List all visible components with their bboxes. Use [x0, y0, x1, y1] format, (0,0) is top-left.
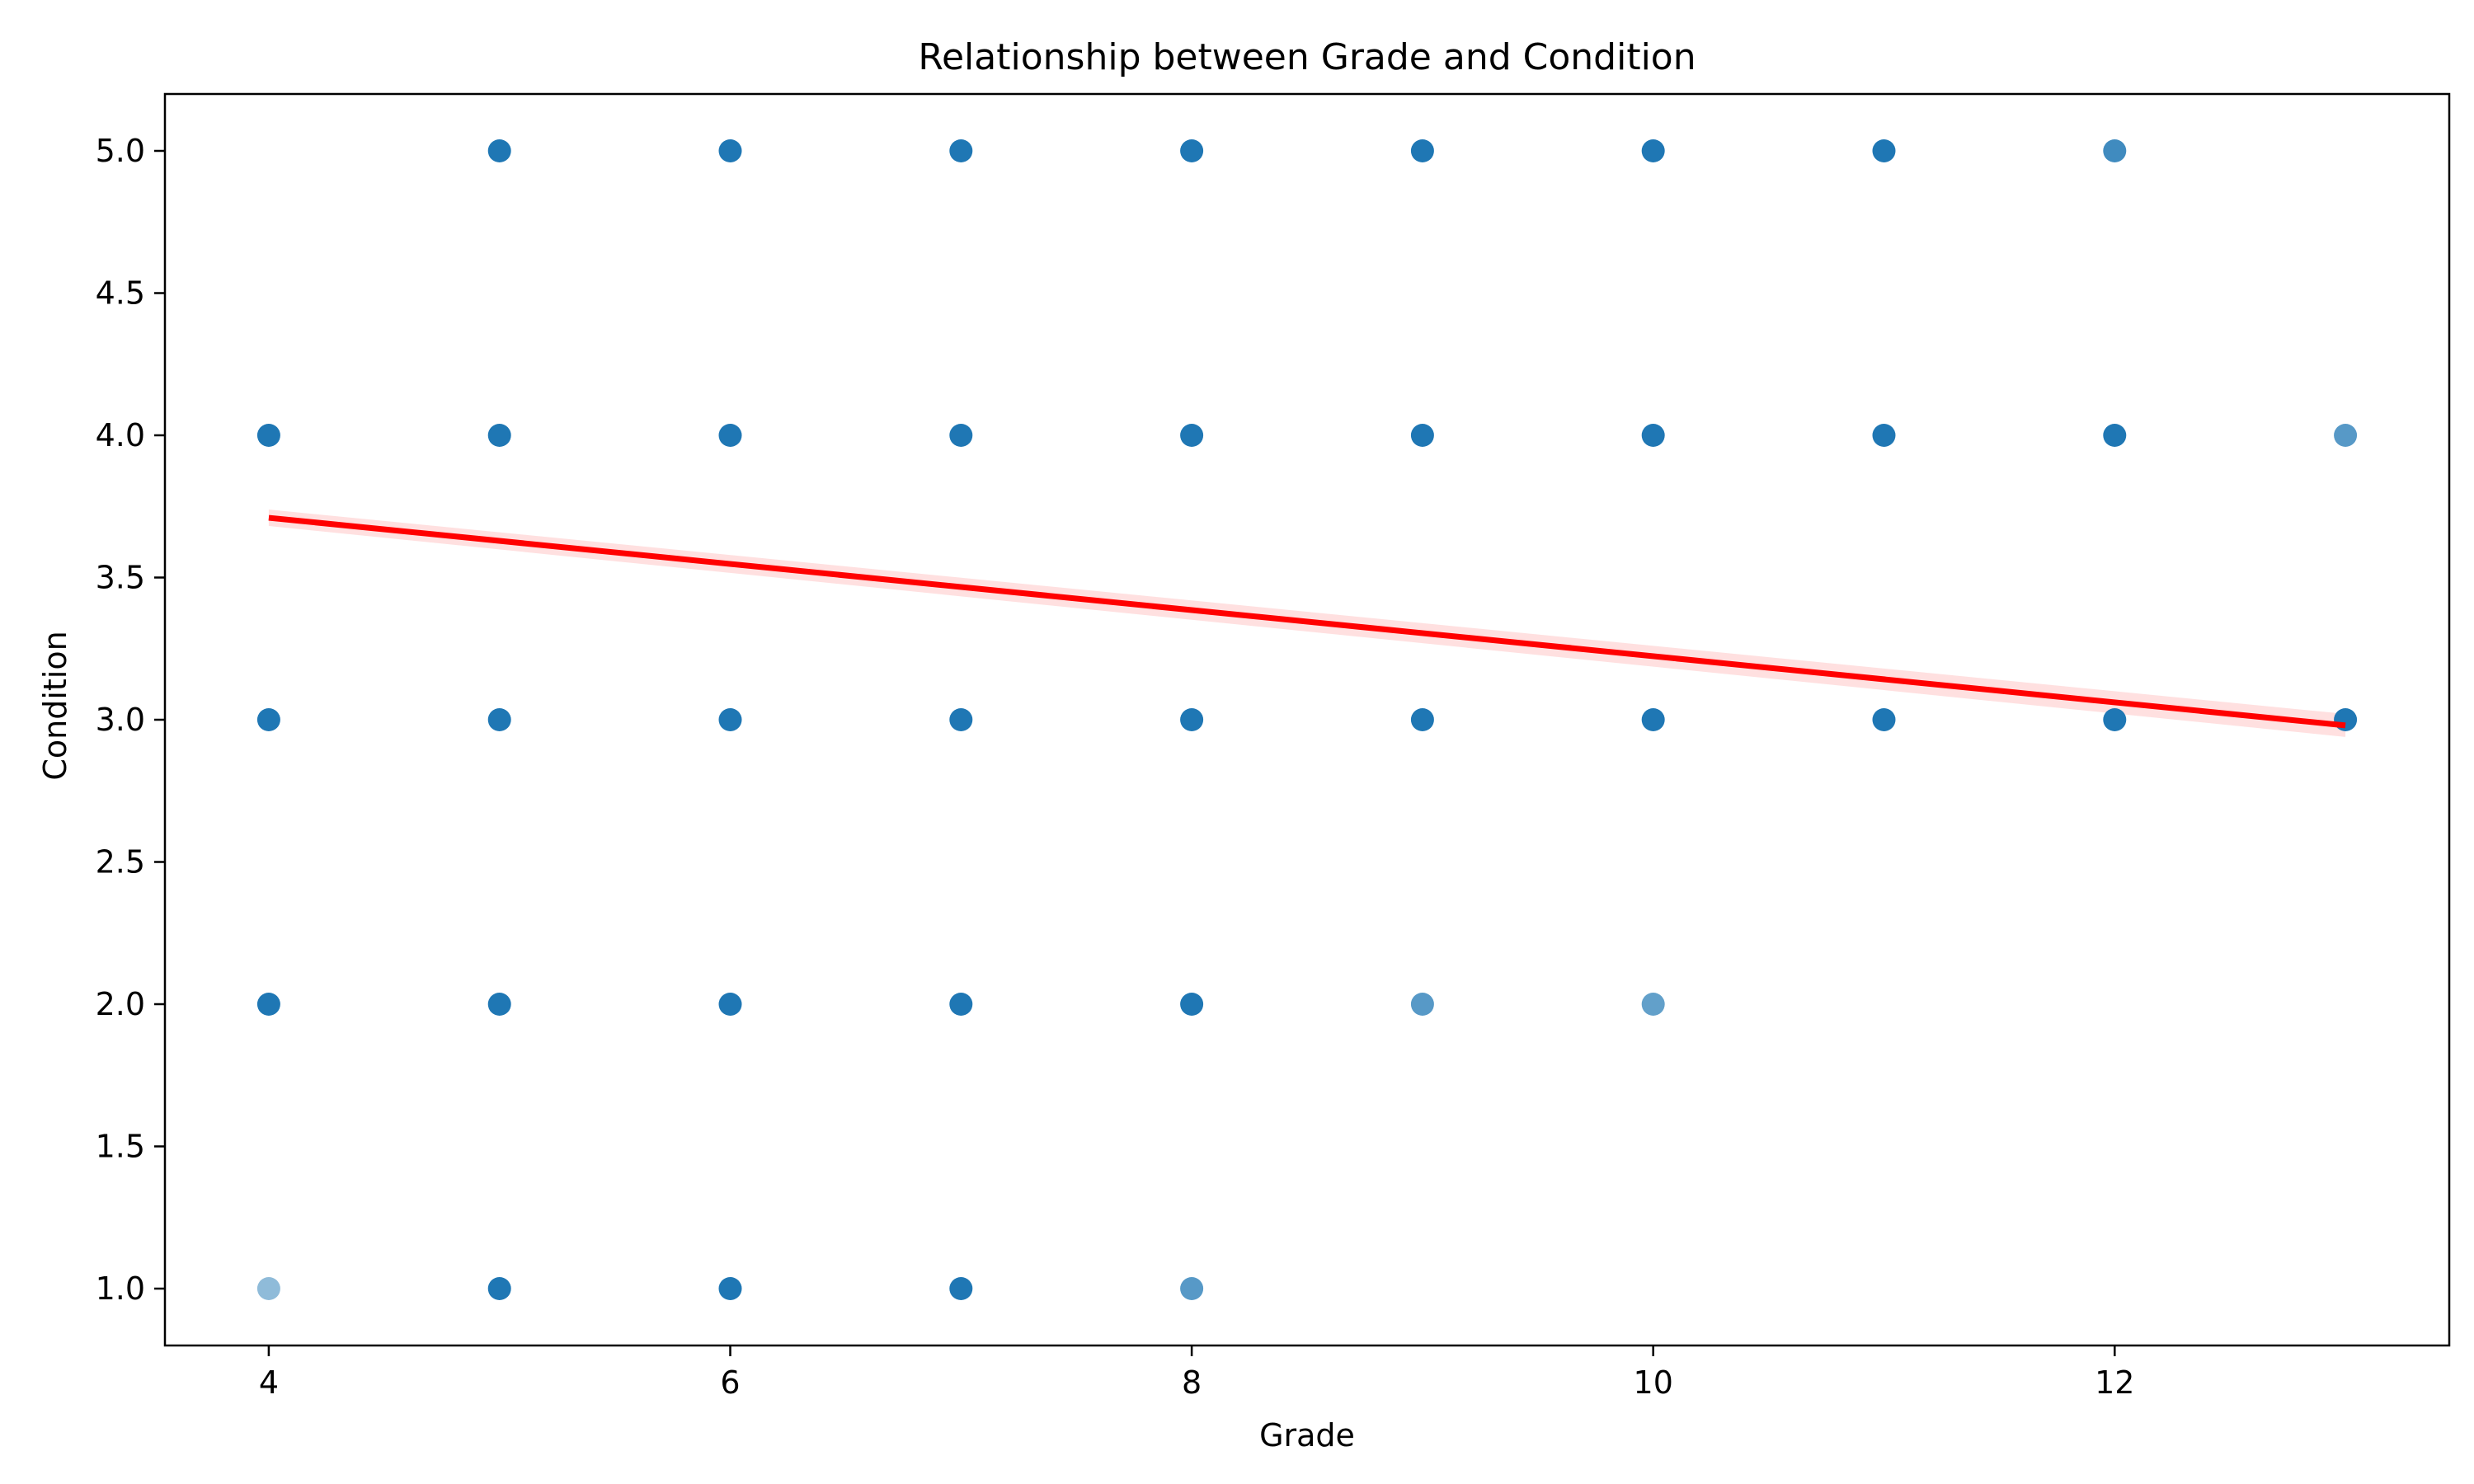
data-point — [256, 708, 280, 731]
data-point — [2103, 139, 2127, 162]
axes: 4 6 8 10 12 1.0 1.5 2.0 2.5 3.0 3.5 4.0 4.5 5.0 — [96, 92, 2451, 1401]
data-point — [718, 708, 742, 731]
data-point — [949, 1277, 973, 1300]
data-point — [487, 708, 511, 731]
data-point — [949, 424, 973, 447]
data-point — [1180, 1277, 1204, 1300]
data-point — [487, 993, 511, 1016]
y-tick-label: 2.0 — [96, 986, 145, 1022]
data-point — [1641, 993, 1665, 1016]
regression-line — [268, 514, 2346, 729]
data-point — [949, 139, 973, 162]
y-tick-label: 5.0 — [96, 133, 145, 169]
data-point — [1410, 708, 1434, 731]
x-tick-label: 10 — [1634, 1364, 1673, 1401]
data-point — [1180, 139, 1204, 162]
plot-area — [256, 139, 2358, 1300]
data-point — [1872, 708, 1896, 731]
data-point — [256, 424, 280, 447]
data-point — [1641, 139, 1665, 162]
data-point — [1180, 993, 1204, 1016]
data-point — [256, 993, 280, 1016]
data-point — [2334, 424, 2358, 447]
data-point — [1410, 993, 1434, 1016]
data-point — [718, 993, 742, 1016]
data-point — [1872, 139, 1896, 162]
data-point — [487, 1277, 511, 1300]
data-point — [2334, 708, 2358, 731]
data-point — [718, 1277, 742, 1300]
data-point — [718, 139, 742, 162]
y-axis-label: Condition — [37, 631, 73, 780]
data-point — [2103, 424, 2127, 447]
y-tick-label: 4.5 — [96, 275, 145, 312]
x-tick-label: 12 — [2095, 1364, 2134, 1401]
data-point — [256, 1277, 280, 1300]
data-point — [718, 424, 742, 447]
data-point — [1410, 424, 1434, 447]
y-tick-label: 2.5 — [96, 844, 145, 881]
data-point — [2103, 708, 2127, 731]
y-tick-label: 4.0 — [96, 417, 145, 453]
y-tick-label: 1.0 — [96, 1270, 145, 1307]
data-point — [1180, 424, 1204, 447]
y-tick-label: 3.5 — [96, 560, 145, 596]
x-tick-label: 8 — [1182, 1364, 1202, 1401]
data-point — [949, 993, 973, 1016]
data-point — [1410, 139, 1434, 162]
data-point — [1641, 708, 1665, 731]
y-tick-label: 3.0 — [96, 702, 145, 738]
data-point — [1872, 424, 1896, 447]
data-point — [1180, 708, 1204, 731]
x-tick-label: 6 — [720, 1364, 740, 1401]
x-tick-label: 4 — [259, 1364, 279, 1401]
data-point — [487, 424, 511, 447]
data-point — [949, 708, 973, 731]
x-axis-label: Grade — [1259, 1417, 1355, 1453]
data-point — [1641, 424, 1665, 447]
data-point — [487, 139, 511, 162]
y-tick-label: 1.5 — [96, 1129, 145, 1165]
chart-title: Relationship between Grade and Condition — [918, 36, 1696, 78]
